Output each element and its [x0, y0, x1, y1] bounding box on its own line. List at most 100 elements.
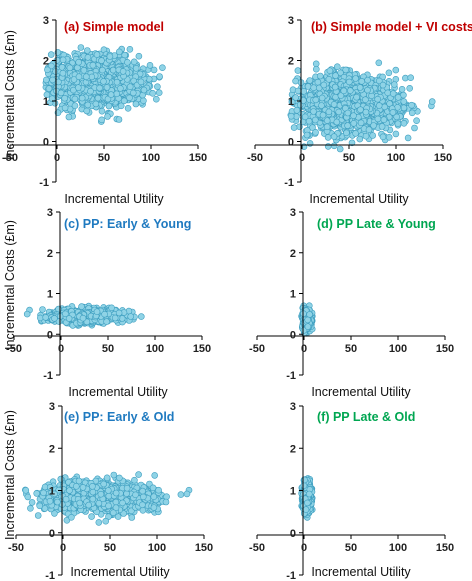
- data-point: [385, 69, 393, 77]
- data-point: [353, 93, 360, 101]
- data-point: [159, 64, 166, 71]
- data-point: [57, 89, 65, 97]
- x-tick-label: 100: [387, 152, 405, 164]
- data-point: [93, 51, 101, 58]
- data-point: [137, 78, 145, 86]
- data-point: [318, 102, 325, 109]
- data-point: [117, 85, 124, 92]
- panel-title: (d) PP Late & Young: [317, 217, 436, 231]
- y-tick-label: 1: [290, 289, 296, 301]
- data-point: [357, 106, 364, 113]
- data-point: [42, 314, 50, 321]
- data-point: [127, 313, 134, 320]
- x-tick-label: 50: [345, 343, 357, 355]
- x-tick-label: 100: [142, 152, 160, 164]
- y-tick-label: 3: [288, 15, 294, 27]
- data-point: [320, 81, 328, 89]
- data-point: [394, 94, 402, 101]
- data-point: [93, 308, 101, 316]
- data-point: [304, 316, 312, 324]
- data-point: [154, 83, 161, 90]
- data-point: [290, 124, 298, 131]
- data-point: [120, 97, 128, 105]
- data-point: [306, 311, 313, 318]
- data-point: [398, 86, 406, 93]
- y-tick-label: 0: [47, 329, 53, 341]
- data-point: [42, 76, 50, 84]
- data-point: [356, 135, 364, 143]
- data-point: [362, 132, 370, 140]
- data-point: [71, 95, 79, 103]
- data-point: [88, 513, 95, 520]
- y-tick-label: -1: [284, 177, 294, 189]
- data-point: [362, 96, 369, 103]
- data-point: [47, 51, 55, 58]
- data-point: [380, 116, 388, 123]
- x-axis-title: Incremental Utility: [64, 192, 164, 206]
- data-point: [306, 77, 314, 84]
- data-point: [140, 97, 147, 104]
- panel-title: (c) PP: Early & Young: [64, 217, 191, 231]
- data-point: [105, 102, 113, 110]
- data-point: [392, 66, 400, 74]
- y-tick-label: 2: [43, 56, 49, 68]
- data-point: [374, 95, 382, 103]
- data-point: [75, 58, 82, 66]
- data-point: [350, 120, 358, 127]
- x-tick-label: 150: [193, 343, 211, 355]
- data-point: [331, 83, 339, 91]
- data-point: [92, 100, 100, 108]
- data-point: [130, 58, 138, 66]
- data-points: [21, 471, 193, 526]
- data-point: [406, 85, 414, 92]
- data-point: [113, 78, 121, 86]
- y-tick-label: 2: [288, 56, 294, 68]
- x-tick-label: 50: [102, 343, 114, 355]
- data-point: [98, 116, 105, 124]
- x-tick-label: -50: [249, 343, 265, 355]
- data-point: [103, 84, 111, 91]
- data-point: [335, 108, 343, 116]
- data-point: [413, 117, 420, 124]
- y-tick-label: 0: [288, 137, 294, 149]
- data-point: [300, 88, 308, 95]
- data-point: [312, 65, 320, 73]
- data-points: [287, 59, 436, 153]
- data-point: [98, 57, 105, 64]
- data-point: [96, 84, 103, 92]
- data-point: [325, 108, 333, 116]
- data-point: [312, 96, 320, 104]
- data-point: [100, 78, 107, 85]
- data-point: [408, 109, 416, 117]
- data-point: [115, 309, 123, 317]
- data-point: [107, 91, 115, 98]
- data-point: [304, 323, 312, 330]
- data-points: [23, 302, 145, 329]
- data-point: [287, 112, 295, 120]
- x-tick-label: -50: [247, 152, 263, 164]
- data-point: [99, 66, 106, 74]
- data-point: [293, 107, 301, 114]
- data-point: [352, 130, 359, 137]
- data-point: [346, 87, 354, 94]
- data-point: [311, 116, 319, 124]
- data-point: [135, 52, 143, 60]
- data-point: [352, 75, 359, 82]
- data-point: [124, 105, 132, 112]
- data-point: [379, 81, 387, 89]
- data-point: [314, 78, 322, 86]
- data-point: [132, 65, 140, 72]
- data-point: [94, 94, 102, 102]
- data-point: [130, 89, 137, 97]
- data-point: [113, 90, 120, 98]
- x-tick-label: 0: [301, 343, 307, 355]
- data-point: [332, 93, 339, 101]
- data-point: [319, 111, 327, 119]
- x-tick-label: 100: [389, 343, 407, 355]
- data-point: [312, 129, 319, 136]
- data-point: [109, 66, 117, 74]
- data-point: [132, 100, 140, 108]
- data-point: [344, 109, 352, 117]
- data-point: [303, 131, 311, 139]
